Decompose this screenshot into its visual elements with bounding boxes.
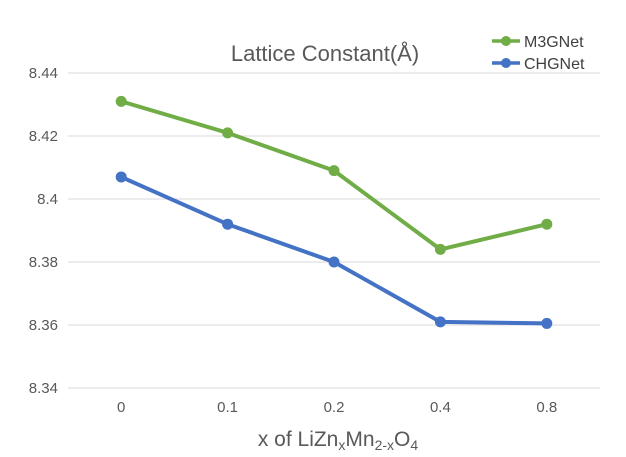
y-tick-label: 8.44 [29,65,58,82]
x-axis-label-mid: Mn [345,428,374,451]
x-axis-label: x of LiZnxMn2-xO4 [258,428,419,453]
data-point-chgnet [222,218,234,230]
series-group [115,95,553,329]
legend-marker-chgnet [501,58,511,68]
x-axis-label-sub-2x: 2-x [375,437,394,453]
y-tick-label: 8.36 [29,317,58,334]
data-point-chgnet [541,317,553,329]
legend-label-m3gnet: M3GNet [524,34,584,51]
x-tick-label: 0.1 [217,399,238,416]
y-tick-label: 8.38 [29,254,58,271]
legend-item-chgnet: CHGNet [492,56,585,73]
x-tick-labels: 0 0.1 0.2 0.4 0.8 [117,399,557,416]
series-chgnet [115,171,553,329]
y-tick-label: 8.34 [29,380,58,397]
data-point-m3gnet [328,165,340,177]
x-tick-label: 0.2 [324,399,345,416]
x-tick-label: 0.4 [430,399,451,416]
legend-label-chgnet: CHGNet [524,56,585,73]
data-point-m3gnet [541,218,553,230]
series-m3gnet [115,95,553,255]
data-point-m3gnet [434,243,446,255]
y-tick-label: 8.4 [37,191,58,208]
legend: M3GNet CHGNet [492,34,585,73]
data-point-chgnet [328,256,340,268]
data-point-m3gnet [222,127,234,139]
data-point-m3gnet [115,95,127,107]
y-tick-labels: 8.34 8.36 8.38 8.4 8.42 8.44 [29,65,58,397]
x-axis-label-prefix: x of LiZn [258,428,339,451]
x-axis-label-tail: O [394,428,410,451]
x-axis-label-sub-4: 4 [410,437,418,453]
chart-title: Lattice Constant(Å) [231,41,419,66]
data-point-chgnet [434,316,446,328]
x-axis-label-sub-x: x [338,437,345,453]
legend-item-m3gnet: M3GNet [492,34,584,51]
y-tick-label: 8.42 [29,128,58,145]
legend-marker-m3gnet [501,36,511,46]
x-tick-label: 0.8 [536,399,557,416]
x-tick-label: 0 [117,399,125,416]
data-point-chgnet [115,171,127,183]
